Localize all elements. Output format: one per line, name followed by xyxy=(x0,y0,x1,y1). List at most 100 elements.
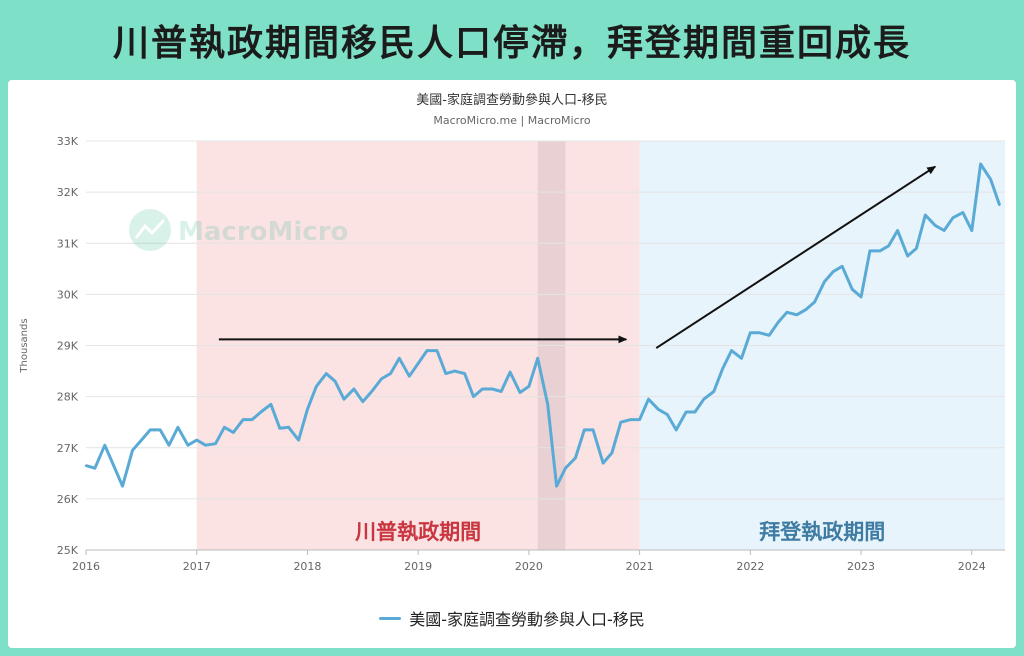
data-point xyxy=(131,449,134,452)
data-point xyxy=(776,321,780,324)
data-point xyxy=(970,229,973,232)
y-tick-label: 29K xyxy=(57,340,79,353)
y-axis-title: Thousands xyxy=(19,318,30,373)
data-point xyxy=(176,426,180,429)
y-tick-label: 28K xyxy=(57,391,79,404)
data-point xyxy=(380,377,383,380)
data-point xyxy=(342,397,346,401)
series-line xyxy=(85,162,1001,488)
y-tick-label: 26K xyxy=(57,493,79,506)
data-point xyxy=(121,484,124,488)
data-point xyxy=(453,369,456,373)
data-point xyxy=(370,390,373,393)
data-point xyxy=(389,372,392,375)
data-point xyxy=(195,438,198,442)
x-tick-label: 2020 xyxy=(515,560,543,573)
x-tick-label: 2023 xyxy=(847,560,875,573)
y-tick-label: 25K xyxy=(57,544,79,557)
data-point xyxy=(693,410,697,414)
x-tick-label: 2016 xyxy=(72,560,100,573)
data-point xyxy=(242,418,245,421)
data-point xyxy=(408,374,411,378)
data-point xyxy=(832,270,835,273)
data-point xyxy=(823,280,826,283)
watermark: MacroMicro xyxy=(129,209,348,251)
legend-swatch xyxy=(379,616,402,620)
data-point xyxy=(333,380,337,383)
data-point xyxy=(998,203,1001,207)
data-point xyxy=(610,451,614,455)
data-point xyxy=(444,372,448,375)
data-point xyxy=(730,349,733,352)
data-point xyxy=(250,418,254,421)
data-point xyxy=(989,178,992,181)
data-point xyxy=(767,334,771,337)
chart-title: 美國-家庭調查勞動參與人口-移民 xyxy=(416,93,608,108)
data-point xyxy=(785,311,789,314)
data-point xyxy=(841,265,844,268)
data-point xyxy=(103,443,107,447)
data-point xyxy=(684,410,688,414)
data-point xyxy=(951,216,955,219)
data-point xyxy=(647,397,650,401)
data-point xyxy=(223,426,226,429)
data-point xyxy=(657,408,660,411)
data-point xyxy=(757,331,761,334)
y-tick-label: 33K xyxy=(57,135,79,148)
data-point xyxy=(204,443,207,447)
data-point xyxy=(352,387,356,391)
data-point xyxy=(508,370,512,374)
data-point xyxy=(287,426,290,429)
chart-legend[interactable]: 美國-家庭調查勞動參與人口-移民 xyxy=(8,606,1016,630)
data-point xyxy=(398,357,401,360)
data-point xyxy=(795,313,799,317)
watermark-text: MacroMicro xyxy=(178,217,348,247)
rising-trend-arrow xyxy=(655,165,937,349)
data-point xyxy=(315,385,318,388)
data-point xyxy=(749,331,752,334)
data-point xyxy=(896,229,899,232)
data-point xyxy=(878,249,882,253)
y-tick-label: 27K xyxy=(57,442,79,455)
data-point xyxy=(619,420,622,424)
x-tick-label: 2019 xyxy=(404,560,432,573)
y-tick-label: 30K xyxy=(57,288,79,301)
data-point xyxy=(361,400,365,403)
data-point xyxy=(915,247,918,250)
data-point xyxy=(906,254,909,258)
x-tick-label: 2021 xyxy=(626,560,654,573)
data-point xyxy=(804,308,807,311)
data-point xyxy=(325,372,328,375)
data-point xyxy=(851,288,854,291)
data-point xyxy=(297,438,300,442)
x-tick-label: 2022 xyxy=(736,560,764,573)
data-point xyxy=(924,213,927,217)
data-point xyxy=(868,249,872,253)
title-banner: 川普執政期間移民人口停滯，拜登期間重回成長 xyxy=(0,0,1024,80)
data-point xyxy=(721,367,724,370)
data-point xyxy=(979,162,982,166)
data-point xyxy=(112,464,115,467)
data-point xyxy=(638,418,641,421)
data-point xyxy=(435,349,439,352)
x-tick-label: 2024 xyxy=(958,560,986,573)
data-point xyxy=(629,418,632,421)
data-point xyxy=(149,428,152,432)
data-point xyxy=(555,484,558,488)
data-point xyxy=(564,467,567,470)
data-point xyxy=(93,467,97,470)
chart-card: 美國-家庭調查勞動參與人口-移民 MacroMicro.me | MacroMi… xyxy=(8,80,1016,648)
data-point xyxy=(500,390,503,393)
data-point xyxy=(702,397,706,401)
data-point xyxy=(887,244,890,248)
x-tick-label: 2018 xyxy=(293,560,321,573)
data-point xyxy=(740,357,743,360)
data-point xyxy=(214,442,217,445)
data-point xyxy=(546,403,549,406)
data-point xyxy=(859,295,863,299)
data-point xyxy=(140,438,143,442)
data-point xyxy=(527,385,531,388)
chart-subtitle: MacroMicro.me | MacroMicro xyxy=(433,114,591,127)
y-tick-label: 31K xyxy=(57,237,79,250)
data-point xyxy=(425,349,429,352)
